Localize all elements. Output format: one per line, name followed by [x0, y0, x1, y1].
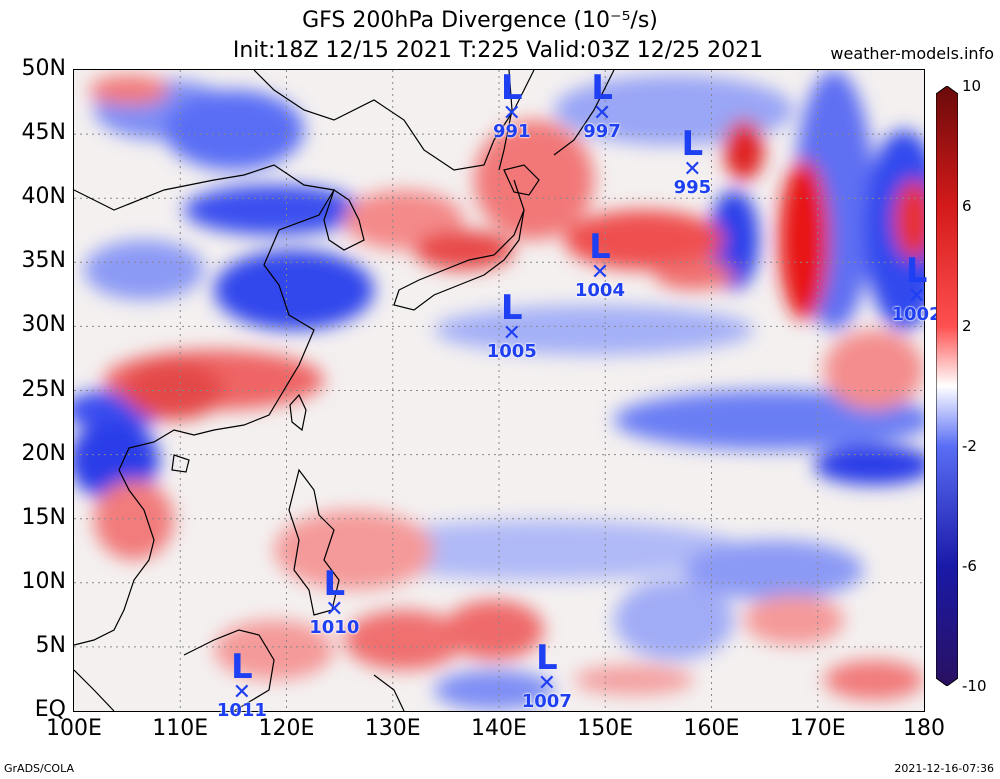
low-marker: L ✕ 1007 [517, 641, 577, 711]
low-center-x-icon: ✕ [907, 284, 926, 310]
low-center-x-icon: ✕ [683, 157, 702, 183]
colorbar-tick-label: 2 [962, 317, 972, 335]
colorbar-tick-label: -10 [962, 677, 987, 695]
low-pressure-value: 1004 [574, 279, 625, 301]
new-guinea-coast [373, 674, 405, 711]
hokkaido-coast [503, 164, 540, 196]
low-pressure-value: 1011 [216, 700, 267, 722]
low-letter: L [681, 124, 704, 165]
graticule [74, 70, 924, 711]
lat-label: 10N [21, 568, 66, 594]
low-letter: L [231, 647, 253, 688]
low-letter: L [535, 638, 558, 679]
low-pressure-value: 1010 [309, 617, 360, 638]
low-pressure-value: 997 [583, 120, 621, 142]
low-marker: L ✕ 1002 [887, 254, 947, 324]
lat-label: 15N [21, 504, 66, 530]
lat-label: 20N [21, 440, 66, 466]
korea-coast [323, 189, 365, 251]
low-pressure-value: 1007 [521, 691, 572, 713]
low-letter: L [589, 226, 611, 267]
low-center-x-icon: ✕ [502, 100, 521, 126]
lat-label: 40N [21, 184, 66, 210]
malay-coast [74, 669, 115, 711]
low-pressure-value: 1002 [891, 304, 942, 326]
lat-label: 35N [21, 248, 66, 274]
low-letter: L [500, 288, 523, 329]
low-letter: L [905, 251, 928, 292]
lat-label: 50N [21, 56, 66, 81]
lon-label: 150E [577, 716, 634, 741]
software-credit: GrADS/COLA [4, 762, 74, 775]
low-marker: L ✕ 997 [572, 71, 632, 141]
low-letter: L [591, 67, 613, 108]
colorbar-tick-label: 6 [962, 197, 972, 215]
lat-label: 25N [21, 376, 66, 402]
map-subtitle: Init:18Z 12/15 2021 T:225 Valid:03Z 12/2… [232, 38, 764, 63]
low-letter: L [323, 564, 346, 604]
taiwan-coast [289, 393, 307, 432]
low-center-x-icon: ✕ [592, 100, 612, 126]
japan-coast [393, 179, 525, 311]
timestamp: 2021-12-16-07:36 [894, 762, 994, 775]
lat-label: EQ [34, 697, 66, 722]
lon-label: 130E [364, 716, 421, 741]
low-pressure-value: 995 [673, 177, 712, 199]
philippines-coast [288, 468, 340, 616]
lon-label: 170E [789, 716, 846, 741]
hainan-coast [171, 454, 190, 473]
lon-label: 140E [471, 716, 527, 741]
low-center-x-icon: ✕ [537, 671, 557, 697]
low-marker: L ✕ 1011 [212, 650, 272, 720]
low-center-x-icon: ✕ [502, 321, 521, 347]
colorbar-tick-label: -2 [962, 437, 977, 455]
low-center-x-icon: ✕ [232, 680, 252, 706]
lon-label: 120E [258, 716, 315, 741]
low-marker: L ✕ 1005 [482, 291, 542, 361]
map-panel [73, 69, 925, 712]
borneo-coast [183, 629, 275, 711]
low-marker: L ✕ 1004 [570, 230, 630, 300]
kamchatka-coast [553, 70, 615, 156]
lon-label: 160E [683, 716, 740, 741]
lon-label: 100E [46, 716, 102, 741]
colorbar-tick-label: -6 [962, 557, 977, 575]
low-center-x-icon: ✕ [325, 597, 344, 622]
coastlines [74, 70, 615, 711]
lat-label: 30N [21, 312, 66, 338]
low-marker: L ✕ 995 [662, 127, 722, 197]
asia-mainland-coast [74, 164, 335, 646]
divergence-field [74, 70, 924, 711]
lon-label: 180 [903, 716, 945, 741]
low-marker: L ✕ 1010 [304, 567, 364, 637]
colorbar [936, 86, 958, 686]
russia-far-east-coast [253, 70, 535, 171]
sakhalin-coast [498, 70, 513, 171]
low-marker: L ✕ 991 [482, 71, 542, 141]
low-center-x-icon: ✕ [590, 259, 610, 285]
lon-label: 110E [152, 716, 209, 741]
low-pressure-value: 991 [492, 120, 531, 142]
low-pressure-value: 1005 [486, 341, 537, 363]
low-letter: L [500, 67, 523, 108]
colorbar-tick-label: 10 [962, 77, 982, 95]
map-title: GFS 200hPa Divergence (10⁻⁵/s) [302, 8, 658, 33]
lat-label: 45N [21, 120, 66, 146]
lat-label: 5N [35, 632, 66, 658]
site-label: weather-models.info [830, 44, 994, 63]
